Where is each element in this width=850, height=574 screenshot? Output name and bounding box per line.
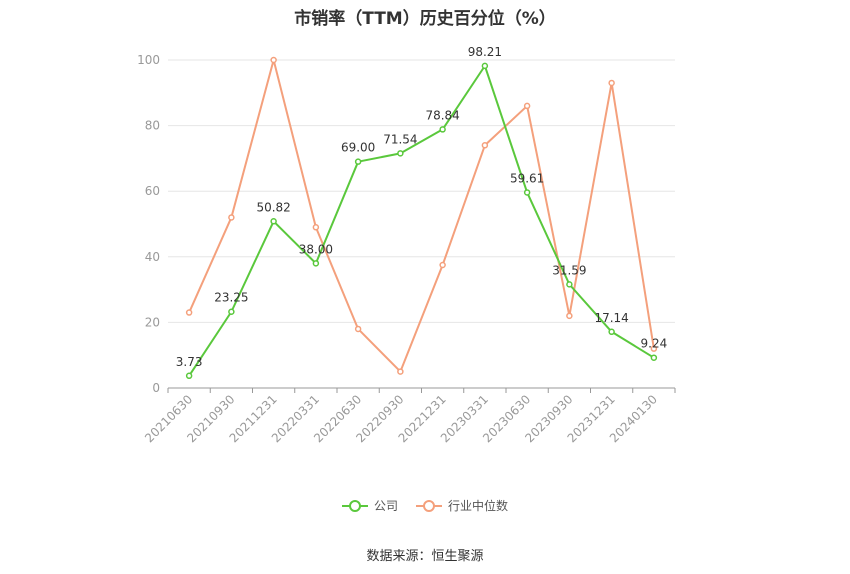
data-point-0 [185,372,193,380]
data-point-1 [270,56,277,64]
data-point-1 [228,214,235,221]
data-point-1 [354,325,362,333]
data-labels: 3.73 23.25 50.82 38.00 69.00 71.54 78.84 98.21 5… [176,45,667,369]
data-label: 69.00 [341,141,375,155]
series-line-1 [188,59,655,373]
data-point-0 [312,260,320,267]
legend-label-company: 公司 [373,499,398,513]
data-label: 50.82 [256,200,290,214]
data-point-0 [354,158,362,165]
data-point-1 [439,261,446,269]
data-source: 数据来源：恒生聚源 [366,549,484,564]
data-label: 78.84 [425,108,459,122]
data-label: 59.61 [510,171,544,185]
series [185,56,658,380]
data-point-0 [439,126,446,133]
data-point-1 [608,79,615,87]
legend-label-industry: 行业中位数 [448,499,509,513]
data-label: 23.25 [214,291,248,305]
data-point-0 [608,328,615,336]
legend-line-circle-icon [416,499,442,512]
y-tick-label: 0 [152,381,160,395]
chart-title: 市销率（TTM）历史百分位（%） [294,9,556,29]
data-point-0 [650,354,658,361]
data-label: 38.00 [299,242,333,256]
data-point-1 [397,368,404,375]
data-label: 3.73 [176,355,203,369]
grid-lines [168,59,675,323]
data-point-1 [185,309,193,316]
legend: 公司 行业中位数 [0,497,850,514]
data-point-1 [566,312,573,320]
data-point-0 [397,150,404,157]
data-point-1 [481,142,489,149]
y-tick-label: 80 [145,119,160,133]
data-label: 31.59 [552,263,586,277]
data-label: 17.14 [594,311,628,325]
data-point-0 [566,281,573,288]
data-point-0 [228,308,235,315]
data-point-1 [650,345,658,352]
data-point-1 [523,102,531,110]
legend-line-circle-icon [341,499,368,512]
legend-item-industry[interactable]: 行业中位数 [416,497,508,514]
data-point-1 [312,224,320,231]
y-tick-label: 100 [137,53,160,67]
data-point-0 [523,189,531,196]
data-label: 71.54 [383,132,417,146]
data-label: 98.21 [468,45,502,59]
data-label: 9.24 [641,337,668,351]
series-line-0 [188,64,655,377]
legend-item-company[interactable]: 公司 [341,497,398,514]
y-tick-label: 60 [145,184,160,198]
data-point-0 [481,62,489,70]
y-tick-label: 40 [145,250,160,264]
y-tick-label: 20 [145,315,160,329]
data-point-0 [270,218,277,225]
